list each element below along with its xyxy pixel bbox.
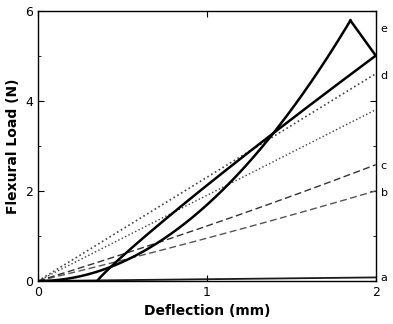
Text: d: d — [381, 71, 388, 81]
Text: e: e — [381, 24, 387, 34]
Y-axis label: Flexural Load (N): Flexural Load (N) — [6, 78, 20, 214]
Text: c: c — [381, 161, 387, 171]
X-axis label: Deflection (mm): Deflection (mm) — [143, 305, 270, 318]
Text: b: b — [381, 188, 388, 198]
Text: a: a — [381, 273, 387, 283]
